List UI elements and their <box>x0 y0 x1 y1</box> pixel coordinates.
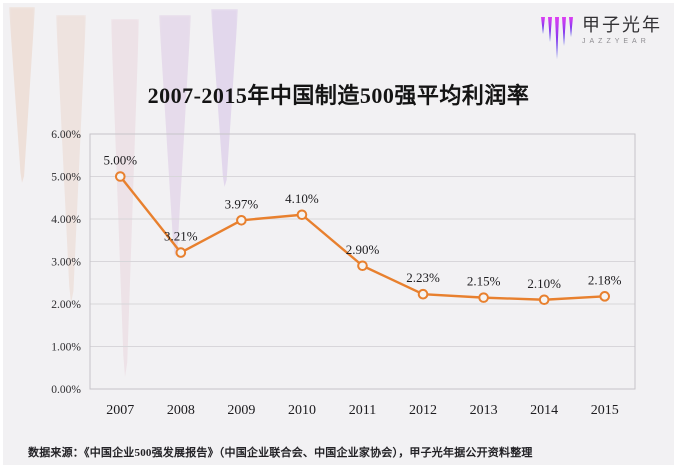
data-point-marker <box>114 171 126 182</box>
data-point-marker <box>538 294 550 306</box>
data-point-marker <box>236 214 247 226</box>
chart-title: 2007-2015年中国制造500强平均利润率 <box>147 82 530 108</box>
x-axis-tick-label: 2014 <box>530 403 558 418</box>
line-chart-svg: 0.00% 1.00% 2.00% 3.00% 4.00% 5.00% 6.00% 5.00%… <box>51 129 636 418</box>
y-axis-tick-label: 5.00% <box>51 172 81 184</box>
x-axis-tick-label: 2008 <box>167 403 195 418</box>
x-axis-tick-label: 2010 <box>288 403 316 418</box>
data-label: 5.00% <box>103 153 137 168</box>
x-axis-tick-label: 2011 <box>349 403 376 418</box>
data-label: 2.23% <box>406 270 440 285</box>
data-point-marker <box>296 209 308 221</box>
page: 甲子光年 JAZZYEAR 2007-2015年中国制造500强平均利润率 0.… <box>3 3 674 465</box>
logo-bar-icon <box>541 17 545 34</box>
x-axis-tick-label: 2013 <box>470 403 498 418</box>
data-point-marker <box>478 292 489 303</box>
y-axis-tick-label: 3.00% <box>51 257 81 269</box>
data-point-marker <box>175 247 187 258</box>
y-axis-tick-label: 6.00% <box>51 129 81 141</box>
data-label: 2.18% <box>588 272 622 287</box>
data-label: 3.97% <box>225 196 259 211</box>
y-axis-tick-label: 4.00% <box>51 214 81 226</box>
data-point-marker <box>357 260 368 272</box>
logo-bar-icon <box>562 17 566 46</box>
x-axis-tick-label: 2012 <box>409 403 437 418</box>
y-axis-labels: 0.00% 1.00% 2.00% 3.00% 4.00% 5.00% 6.00% <box>51 129 81 396</box>
brand-subtitle: JAZZYEAR <box>582 38 650 45</box>
data-point-marker <box>417 288 429 300</box>
y-axis-tick-label: 2.00% <box>51 299 81 311</box>
data-label: 2.10% <box>527 276 561 291</box>
brand-logo: 甲子光年 JAZZYEAR <box>541 13 662 59</box>
plot-border <box>89 133 636 390</box>
data-label: 4.10% <box>285 191 319 206</box>
brand-name: 甲子光年 <box>582 15 662 35</box>
data-label: 2.90% <box>346 242 380 257</box>
logo-bar-icon <box>555 17 559 59</box>
source-note: 数据来源：《中国企业500强发展报告》（中国企业联合会、中国企业家协会），甲子光… <box>28 447 533 459</box>
x-axis-tick-label: 2009 <box>227 403 255 418</box>
data-labels: 5.00% 3.21% 3.97% 4.10% 2.90% 2.23% 2.15% 2.10%… <box>103 153 621 291</box>
logo-bar-icon <box>548 17 552 42</box>
data-point-marker <box>599 291 611 302</box>
y-axis-tick-label: 0.00% <box>51 384 81 396</box>
x-axis-tick-label: 2007 <box>106 403 134 418</box>
x-axis-labels: 2007 2008 2009 2010 2011 2012 2013 2014 2015 <box>106 403 618 418</box>
data-label: 2.15% <box>467 274 501 289</box>
data-label: 3.21% <box>164 229 198 244</box>
logo-bar-icon <box>569 17 573 37</box>
background-brush-strokes <box>3 3 674 465</box>
brand-logo-text: 甲子光年 JAZZYEAR <box>582 13 662 45</box>
x-axis-tick-label: 2015 <box>591 403 619 418</box>
data-point-markers <box>114 171 611 306</box>
brand-logo-icon <box>541 17 573 59</box>
y-axis-tick-label: 1.00% <box>51 342 81 354</box>
